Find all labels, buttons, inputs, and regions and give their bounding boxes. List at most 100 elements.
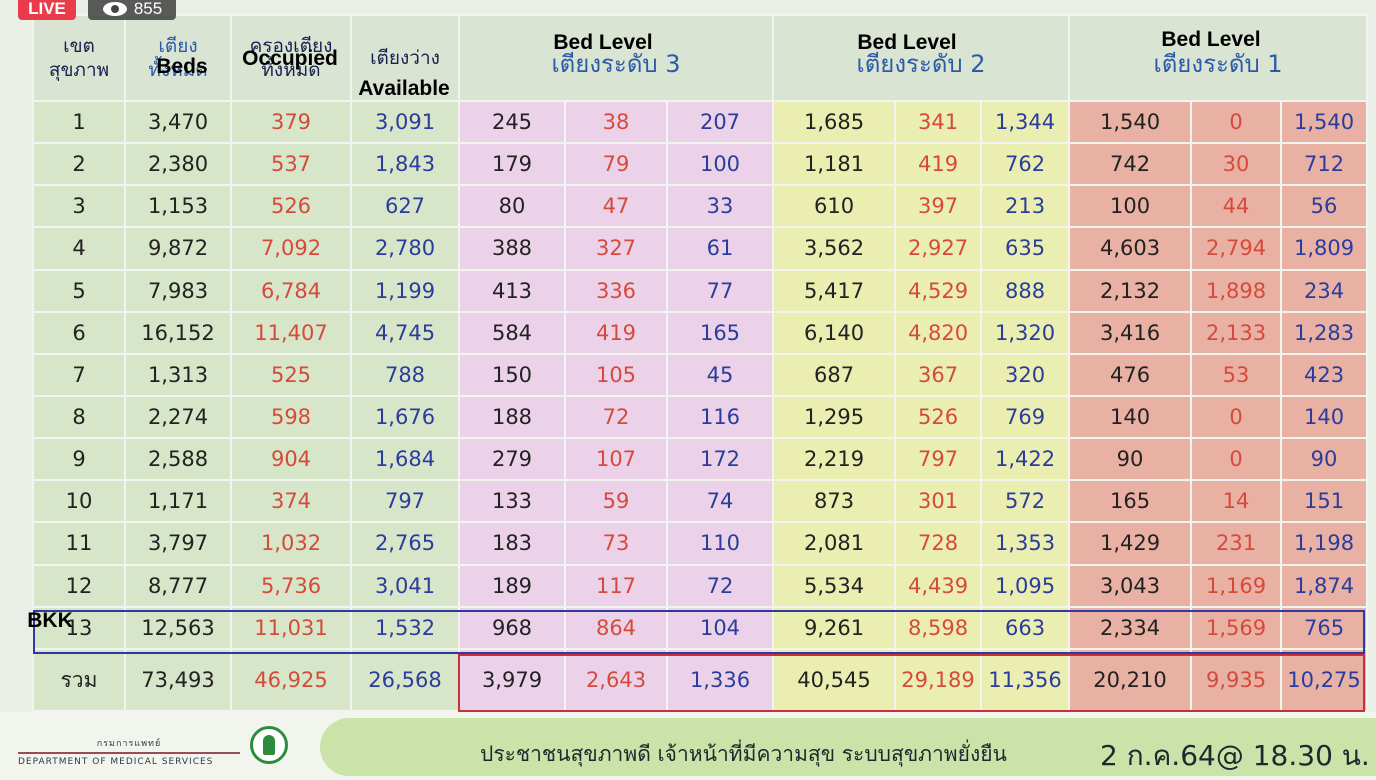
cell-available: 2,765 [350,521,460,566]
cell-level3-occupied: 79 [564,142,668,187]
cell-occupied: 46,925 [230,648,352,712]
bed-table: เขต สุขภาพ เตียง ทั้งหมด ครองเตียง ทั้งหมด … [32,14,1369,712]
cell-level1-available: 1,198 [1280,521,1369,566]
cell-level3-total: 188 [458,394,566,440]
cell-total-beds: 8,777 [124,563,232,608]
cell-available: 1,843 [350,142,460,187]
cell-level3-available: 61 [665,226,775,271]
cell-level1-occupied: 53 [1190,352,1283,397]
bed-status-sheet: เขต สุขภาพ เตียง ทั้งหมด ครองเตียง ทั้งหมด … [32,14,1369,712]
header-available: เตียงว่าง [350,14,460,102]
cell-level2-total: 40,545 [772,648,897,712]
cell-level1-available: 712 [1280,142,1369,187]
table-row: 4 9,872 7,092 2,780 388 327 61 3,562 2,927 635 4,6… [32,226,1369,271]
cell-level2-occupied: 301 [894,479,983,524]
slogan: ประชาชนสุขภาพดี เจ้าหน้าที่มีความสุข ระบ… [480,742,1007,766]
cell-level2-total: 3,562 [772,226,897,271]
department-thai: กรมการแพทย์ [96,739,162,749]
cell-level1-available: 423 [1280,352,1369,397]
cell-level3-total: 388 [458,226,566,271]
cell-level3-occupied: 864 [564,605,668,651]
cell-occupied: 526 [230,184,352,229]
cell-occupied: 6,784 [230,268,352,313]
cell-total-beds: 2,274 [124,394,232,440]
cell-level2-total: 2,219 [772,437,897,482]
cell-total-beds: 9,872 [124,226,232,271]
cell-level3-occupied: 38 [564,99,668,145]
cell-level1-occupied: 0 [1190,99,1283,145]
cell-level2-total: 1,181 [772,142,897,187]
overlay-beds: Beds [156,55,208,78]
cell-level2-total: 5,534 [772,563,897,608]
table-row: 11 3,797 1,032 2,765 183 73 110 2,081 728 1,353 1,… [32,521,1369,566]
cell-level3-available: 74 [665,479,775,524]
cell-level1-available: 1,283 [1280,310,1369,355]
cell-level2-available: 1,095 [980,563,1071,608]
table-body: 1 3,470 379 3,091 245 38 207 1,685 341 1,344 1,540… [32,99,1369,712]
cell-available: 2,780 [350,226,460,271]
table-row: 5 7,983 6,784 1,199 413 336 77 5,417 4,529 888 2,1… [32,268,1369,313]
cell-level2-available: 1,422 [980,437,1071,482]
cell-level2-available: 1,353 [980,521,1071,566]
cell-level2-total: 1,295 [772,394,897,440]
cell-occupied: 598 [230,394,352,440]
cell-level1-total: 2,132 [1068,268,1193,313]
cell-level2-available: 320 [980,352,1071,397]
cell-level2-occupied: 4,439 [894,563,983,608]
cell-region: 11 [32,521,126,566]
cell-level1-total: 3,043 [1068,563,1193,608]
cell-available: 1,684 [350,437,460,482]
cell-total-beds: 1,313 [124,352,232,397]
cell-level1-available: 140 [1280,394,1369,440]
cell-level1-occupied: 0 [1190,437,1283,482]
cell-level1-total: 4,603 [1068,226,1193,271]
cell-total-beds: 16,152 [124,310,232,355]
cell-region: 12 [32,563,126,608]
cell-occupied: 525 [230,352,352,397]
cell-level1-occupied: 1,569 [1190,605,1283,651]
cell-level1-available: 765 [1280,605,1369,651]
cell-level3-occupied: 336 [564,268,668,313]
header-occupied: ครองเตียง ทั้งหมด [230,14,352,102]
cell-level2-available: 572 [980,479,1071,524]
cell-level1-total: 1,540 [1068,99,1193,145]
cell-level3-total: 3,979 [458,648,566,712]
overlay-level3: Bed Level [553,31,653,54]
cell-level3-occupied: 117 [564,563,668,608]
cell-level2-occupied: 397 [894,184,983,229]
cell-level3-available: 165 [665,310,775,355]
overlay-level2: Bed Level [857,31,957,54]
department-en: DEPARTMENT OF MEDICAL SERVICES [18,757,214,767]
header-region: เขต สุขภาพ [32,14,126,102]
cell-level1-total: 100 [1068,184,1193,229]
ministry-logo [250,726,288,764]
cell-level3-total: 183 [458,521,566,566]
cell-level2-total: 9,261 [772,605,897,651]
table-row: 10 1,171 374 797 133 59 74 873 301 572 165 14 151 [32,479,1369,524]
cell-occupied: 537 [230,142,352,187]
cell-level3-available: 33 [665,184,775,229]
cell-available: 797 [350,479,460,524]
cell-level3-available: 45 [665,352,775,397]
cell-level1-total: 20,210 [1068,648,1193,712]
cell-level3-total: 279 [458,437,566,482]
cell-available: 627 [350,184,460,229]
cell-region: 8 [32,394,126,440]
cell-level3-available: 110 [665,521,775,566]
cell-level2-total: 687 [772,352,897,397]
cell-level3-total: 245 [458,99,566,145]
cell-occupied: 5,736 [230,563,352,608]
totals-row: รวม 73,493 46,925 26,568 3,979 2,643 1,336 40,5… [32,648,1369,712]
cell-occupied: 1,032 [230,521,352,566]
cell-region: 2 [32,142,126,187]
cell-level2-available: 213 [980,184,1071,229]
cell-level1-total: 140 [1068,394,1193,440]
cell-available: 3,091 [350,99,460,145]
cell-region: 5 [32,268,126,313]
cell-level2-occupied: 797 [894,437,983,482]
cell-level3-available: 116 [665,394,775,440]
cell-total-beds: 2,588 [124,437,232,482]
cell-available: 3,041 [350,563,460,608]
cell-level2-occupied: 29,189 [894,648,983,712]
cell-level2-occupied: 4,820 [894,310,983,355]
